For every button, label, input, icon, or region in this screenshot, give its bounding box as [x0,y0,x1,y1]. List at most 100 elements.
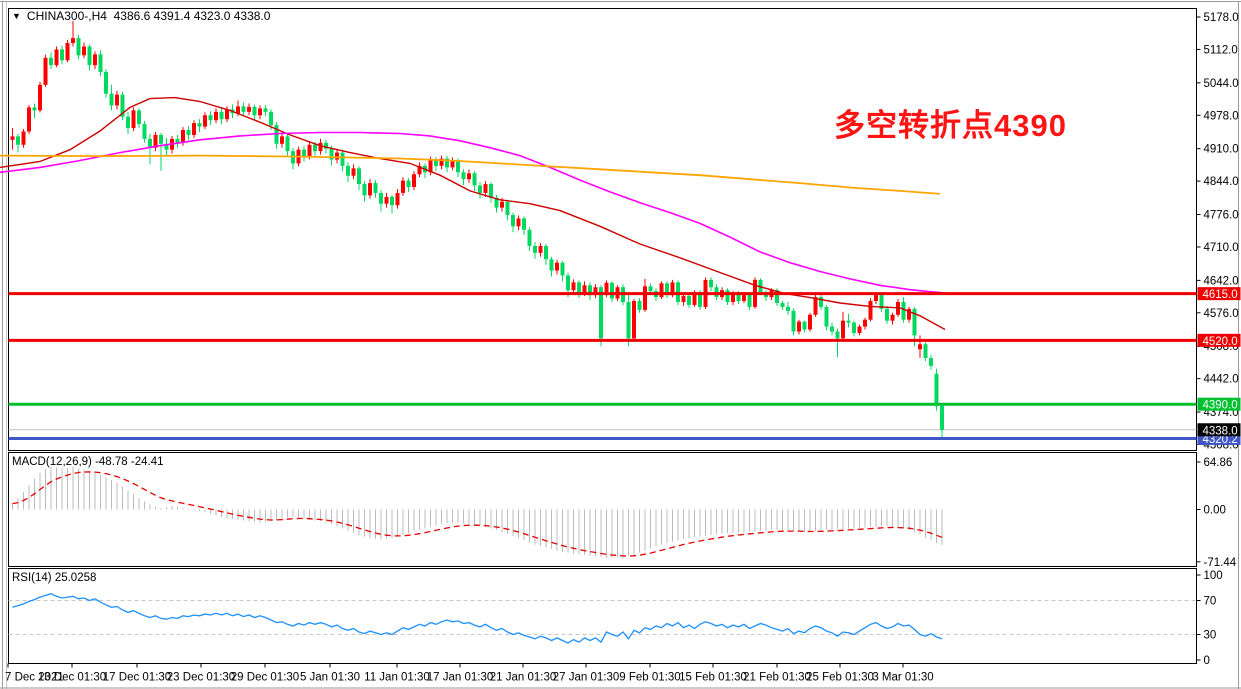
candle-body [313,144,317,152]
candle-body [417,165,422,175]
candle-body [555,262,559,271]
candle-body [758,279,763,293]
price-badge-label: 4338.0 [1203,425,1238,437]
candle-body [478,185,482,193]
candle-body [901,301,906,320]
candle-body [912,308,917,336]
macd-panel[interactable] [8,452,1197,567]
candle-body [186,130,191,135]
symbol-timeframe-label: CHINA300-,H4 [26,9,107,23]
price-badge [1197,423,1241,437]
rsi-axis-label: 70 [1204,596,1217,608]
candle-body [197,123,202,127]
time-axis-label: 9 Feb 01:30 [619,672,680,684]
time-axis-label: 17 Jan 01:30 [427,672,494,684]
candle-body [566,275,570,291]
candle-body [351,168,356,176]
candle-body [571,282,576,291]
time-axis-label: 29 Dec 01:30 [231,672,299,684]
time-axis-label: 5 Jan 01:30 [300,672,360,684]
candle-body [775,290,779,303]
candle-body [27,107,31,132]
rsi-panel[interactable] [8,568,1197,664]
candle-body [335,152,339,160]
candle-body [412,174,416,188]
candle-body [923,344,928,359]
time-axis-label: 7 Dec 2021 [5,672,64,684]
candle-body [384,196,389,204]
candle-body [241,106,246,112]
time-axis-label: 21 Feb 01:30 [743,672,811,684]
candle-body [390,196,394,206]
candle-body [857,326,862,333]
candle-body [940,405,944,430]
chart-text-annotation[interactable]: 多空转折点4390 [834,108,1067,143]
candle-body [511,215,515,227]
candle-body [797,321,801,332]
candle-body [406,180,411,188]
candle-body [225,109,229,120]
ma-fast-red [0,96,946,331]
candle-body [148,138,152,148]
candle-body [494,197,499,208]
time-axis-label: 21 Jan 01:30 [490,672,557,684]
candle-body [879,295,884,309]
macd-axis-label: 0.00 [1204,505,1226,517]
candle-body [450,160,455,168]
candle-body [791,310,796,332]
time-axis-label: 27 Jan 01:30 [553,672,620,684]
price-axis-label: 4576.0 [1204,308,1239,320]
candle-body [175,138,180,143]
candle-body [890,314,895,321]
candle-body [362,184,367,196]
candle-body [109,93,114,106]
candle-body [302,149,306,157]
price-axis-label: 4844.0 [1204,176,1239,188]
candle-body [747,295,752,307]
price-axis-label: 5112.0 [1204,44,1238,56]
ohlc-values: 4386.6 4391.4 4323.0 4338.0 [113,9,271,23]
symbol-dropdown-icon[interactable]: ▼ [12,11,21,21]
candle-body [324,142,328,149]
candle-body [142,124,147,139]
price-badge-label: 4320.2 [1203,434,1238,446]
rsi-line [12,593,943,644]
candle-body [38,84,42,111]
candle-body [456,160,460,173]
candle-body [659,283,664,298]
candle-body [885,308,889,321]
candle-body [577,282,581,294]
price-badge [1197,333,1241,347]
time-axis-label: 17 Dec 01:30 [103,672,171,684]
price-axis-label: 4710.0 [1204,242,1239,254]
candle-body [742,295,746,302]
candle-body [626,301,631,339]
time-axis-label: 23 Dec 01:30 [167,672,235,684]
candle-body [346,165,350,176]
candle-body [373,183,378,193]
candle-body [544,245,548,260]
price-panel[interactable] [8,8,1197,451]
candle-body [219,111,224,120]
candle-body [687,296,691,305]
candle-body [643,286,647,310]
candle-body [868,301,873,320]
candle-body [93,54,97,66]
time-axis-label: 25 Feb 01:30 [806,672,874,684]
candle-body [208,115,213,121]
candle-body [115,94,119,106]
price-axis-label: 4978.0 [1204,110,1239,122]
candle-body [907,308,911,320]
candle-body [472,173,477,186]
macd-axis-label: 64.86 [1204,457,1233,469]
macd-indicator-label: MACD(12,26,9) -48.78 -24.41 [12,456,164,468]
candle-body [786,306,790,311]
ma-slow-orange [0,154,941,195]
candle-body [269,111,273,126]
candle-body [648,286,653,292]
candle-body [318,142,323,152]
macd-axis-label: -71.44 [1204,557,1237,569]
candle-body [307,144,312,157]
